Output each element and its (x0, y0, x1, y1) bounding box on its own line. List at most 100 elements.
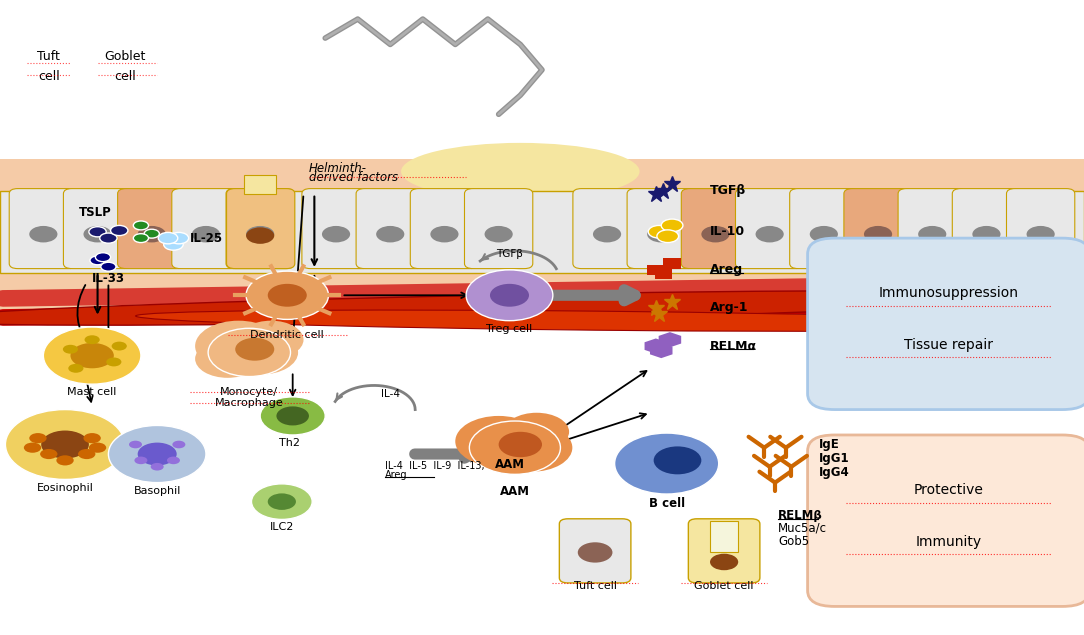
Circle shape (192, 226, 220, 243)
Ellipse shape (136, 310, 1057, 331)
FancyBboxPatch shape (688, 519, 760, 583)
Text: Arg-1: Arg-1 (710, 302, 749, 314)
Circle shape (83, 433, 101, 443)
Circle shape (251, 484, 312, 519)
Circle shape (578, 542, 612, 563)
Circle shape (972, 226, 1001, 243)
Circle shape (654, 446, 701, 474)
Circle shape (1027, 226, 1055, 243)
FancyBboxPatch shape (953, 189, 1021, 269)
Circle shape (138, 226, 166, 243)
Circle shape (276, 406, 309, 425)
FancyBboxPatch shape (225, 189, 294, 269)
Text: Immunity: Immunity (915, 535, 982, 549)
Circle shape (864, 226, 892, 243)
Circle shape (268, 284, 307, 307)
Circle shape (485, 226, 513, 243)
Circle shape (70, 343, 114, 368)
FancyBboxPatch shape (410, 189, 478, 269)
Circle shape (246, 226, 274, 243)
Text: IL-10: IL-10 (710, 225, 745, 238)
Circle shape (810, 226, 838, 243)
Circle shape (268, 493, 296, 510)
Circle shape (89, 227, 106, 237)
Circle shape (83, 226, 112, 243)
FancyBboxPatch shape (559, 519, 631, 583)
Circle shape (101, 262, 116, 271)
Circle shape (657, 230, 679, 243)
Text: IL-33: IL-33 (92, 272, 125, 284)
FancyBboxPatch shape (898, 189, 967, 269)
Circle shape (85, 335, 100, 344)
Text: Muc5a/c: Muc5a/c (778, 522, 827, 535)
Text: Dendritic cell: Dendritic cell (250, 330, 324, 340)
FancyBboxPatch shape (63, 189, 131, 269)
Text: Areg: Areg (385, 469, 408, 479)
Text: RELMα: RELMα (710, 340, 757, 352)
Circle shape (455, 416, 542, 467)
Text: Tuft cell: Tuft cell (573, 581, 617, 591)
Circle shape (169, 232, 189, 244)
FancyBboxPatch shape (808, 238, 1084, 410)
Circle shape (615, 433, 719, 494)
Bar (0, 190, 1084, 273)
Ellipse shape (401, 143, 640, 200)
FancyBboxPatch shape (735, 189, 804, 269)
Circle shape (68, 364, 83, 373)
Bar (244, 175, 276, 194)
FancyBboxPatch shape (301, 189, 370, 269)
Circle shape (246, 227, 274, 244)
Circle shape (133, 221, 149, 230)
Text: derived factors: derived factors (309, 171, 398, 184)
Text: Treg cell: Treg cell (487, 324, 532, 334)
Circle shape (490, 284, 529, 307)
Circle shape (195, 340, 260, 378)
Circle shape (24, 443, 41, 453)
Text: Monocyte/: Monocyte/ (220, 387, 279, 398)
FancyArrowPatch shape (3, 283, 1081, 298)
Text: Goblet cell: Goblet cell (695, 581, 753, 591)
Circle shape (5, 410, 125, 479)
Circle shape (129, 441, 142, 448)
FancyBboxPatch shape (682, 189, 750, 269)
Circle shape (133, 234, 149, 243)
Circle shape (134, 457, 147, 464)
FancyBboxPatch shape (844, 189, 913, 269)
Circle shape (593, 226, 621, 243)
Circle shape (918, 226, 946, 243)
Bar (655, 269, 672, 279)
Circle shape (112, 342, 127, 351)
Circle shape (322, 226, 350, 243)
Circle shape (144, 229, 159, 238)
Circle shape (95, 253, 111, 262)
Text: IgG4: IgG4 (818, 466, 849, 479)
Bar (0, 159, 1084, 324)
Text: RELMβ: RELMβ (778, 509, 823, 522)
FancyBboxPatch shape (627, 189, 696, 269)
Circle shape (41, 431, 89, 458)
Text: Macrophage: Macrophage (215, 398, 284, 408)
Bar (710, 521, 738, 552)
Circle shape (138, 443, 177, 465)
Bar (663, 258, 681, 269)
Text: TGFβ: TGFβ (710, 184, 746, 197)
FancyBboxPatch shape (1006, 189, 1075, 269)
Circle shape (499, 432, 542, 457)
FancyArrowPatch shape (3, 302, 1081, 318)
Text: TSLP: TSLP (79, 206, 112, 219)
Circle shape (63, 345, 78, 354)
Text: IL-25: IL-25 (190, 232, 223, 244)
Circle shape (111, 225, 128, 236)
Circle shape (430, 226, 459, 243)
Text: IL-4: IL-4 (380, 389, 400, 399)
Text: Mast cell: Mast cell (67, 387, 117, 398)
Text: Helminth-: Helminth- (309, 162, 367, 175)
Circle shape (106, 358, 121, 366)
Circle shape (260, 397, 325, 435)
Text: Tissue repair: Tissue repair (904, 338, 993, 352)
Text: Gob5: Gob5 (778, 535, 810, 547)
Circle shape (661, 219, 683, 232)
FancyBboxPatch shape (356, 189, 424, 269)
Circle shape (29, 226, 57, 243)
Circle shape (466, 270, 553, 321)
